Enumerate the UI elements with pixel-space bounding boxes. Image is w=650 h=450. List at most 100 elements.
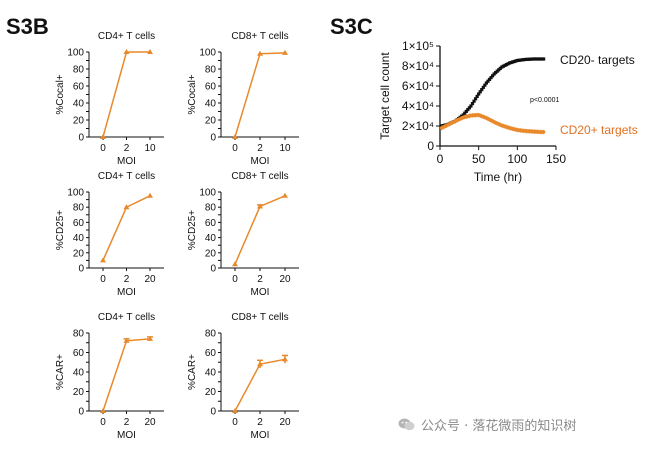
legend-entry: CD20- targets xyxy=(560,53,635,67)
y-tick-label: 20 xyxy=(205,387,217,398)
x-tick-label: 2 xyxy=(124,143,130,154)
watermark: 公众号 · 落花微雨的知识树 xyxy=(398,414,576,434)
y-axis-title: %Cocal+ xyxy=(187,74,198,114)
x-tick-label: 2 xyxy=(124,274,130,285)
x-tick-label: 2 xyxy=(124,417,130,428)
data-point xyxy=(257,361,263,367)
chart-b5: CD4+ T cells 0 20 40 60 80 0 2 20 MOI %CAR+ xyxy=(55,312,164,441)
x-axis-title: MOI xyxy=(117,287,136,298)
data-point xyxy=(477,92,481,96)
y-tick-label: 0 xyxy=(427,139,434,153)
y-tick-label: 20 xyxy=(73,116,85,127)
data-point xyxy=(466,108,470,112)
x-tick-label: 20 xyxy=(144,274,156,285)
data-point xyxy=(469,104,473,108)
y-tick-label: 60 xyxy=(205,82,217,93)
chart-b2: CD8+ T cells 0 20 40 60 80 100 0 2 10 MOI %Cocal+ xyxy=(187,31,299,167)
x-axis-title: MOI xyxy=(117,430,136,441)
data-point xyxy=(472,99,476,103)
data-point xyxy=(257,203,263,209)
y-tick-label: 0 xyxy=(78,133,84,144)
chart-title: CD8+ T cells xyxy=(231,31,288,42)
data-point xyxy=(473,97,478,101)
data-point xyxy=(232,408,238,413)
data-point xyxy=(100,134,106,139)
data-point xyxy=(467,106,471,110)
data-point xyxy=(481,85,485,89)
data-point xyxy=(257,50,263,56)
x-tick-label: 10 xyxy=(144,143,156,154)
series-line xyxy=(234,52,286,138)
y-tick-label: 0 xyxy=(78,407,84,418)
y-tick-label: 0 xyxy=(210,264,216,275)
chart-title: CD4+ T cells xyxy=(98,312,155,323)
y-tick-label: 20 xyxy=(205,116,217,127)
y-tick-label: 40 xyxy=(205,368,217,379)
series-line xyxy=(102,338,151,412)
y-axis-title: %CAR+ xyxy=(55,354,66,390)
x-tick-label: 2 xyxy=(257,274,263,285)
wechat-icon xyxy=(398,418,415,430)
chart-b1: CD4+ T cells 0 20 40 60 80 100 0 2 10 MOI %Cocal+ xyxy=(55,31,164,167)
x-axis-title: MOI xyxy=(251,430,270,441)
data-point xyxy=(232,261,238,267)
x-tick-label: 0 xyxy=(100,274,106,285)
data-point xyxy=(475,94,479,98)
y-tick-label: 60 xyxy=(73,348,85,359)
y-tick-label: 4×10⁴ xyxy=(402,99,434,113)
y-tick-label: 0 xyxy=(210,133,216,144)
data-point xyxy=(483,83,487,87)
data-point xyxy=(463,111,467,115)
data-point xyxy=(282,192,288,198)
x-axis-title: MOI xyxy=(251,287,270,298)
data-point xyxy=(123,337,130,343)
y-tick-label: 100 xyxy=(199,188,216,199)
data-point xyxy=(478,90,482,94)
data-point xyxy=(489,76,493,80)
legend-entry: CD20+ targets xyxy=(560,123,638,137)
x-tick-label: 50 xyxy=(472,152,486,166)
y-axis-title: Target cell count xyxy=(378,52,392,140)
y-tick-label: 1×10⁵ xyxy=(402,39,434,53)
y-tick-label: 60 xyxy=(205,218,217,229)
panel-label-s3c: S3C xyxy=(330,14,373,39)
x-tick-label: 100 xyxy=(507,152,527,166)
x-tick-label: 150 xyxy=(546,152,566,166)
y-tick-label: 8×10⁴ xyxy=(402,59,434,73)
x-tick-label: 0 xyxy=(232,143,238,154)
x-axis-title: MOI xyxy=(251,156,270,167)
chart-title: CD4+ T cells xyxy=(98,171,155,182)
y-tick-label: 20 xyxy=(73,248,85,259)
y-tick-label: 80 xyxy=(205,203,217,214)
chart-b3: CD4+ T cells 0 20 40 60 80 100 0 2 20 MOI %CD25+ xyxy=(55,171,164,298)
data-point xyxy=(480,88,484,92)
y-tick-label: 6×10⁴ xyxy=(402,79,434,93)
y-tick-label: 80 xyxy=(73,203,85,214)
y-tick-label: 80 xyxy=(73,65,85,76)
y-tick-label: 60 xyxy=(73,218,85,229)
data-point xyxy=(100,257,106,263)
data-point xyxy=(484,81,488,85)
chart-title: CD4+ T cells xyxy=(98,31,155,42)
y-tick-label: 20 xyxy=(205,248,217,259)
x-axis-title: MOI xyxy=(117,156,136,167)
data-point xyxy=(282,356,288,362)
chart-b4: CD8+ T cells 0 20 40 60 80 100 0 2 20 MOI %CD25+ xyxy=(187,171,299,298)
y-tick-label: 40 xyxy=(73,99,85,110)
data-point xyxy=(282,49,288,55)
data-point xyxy=(490,74,495,78)
data-point xyxy=(542,57,546,61)
panel-label-s3b: S3B xyxy=(6,14,49,39)
y-tick-label: 60 xyxy=(73,82,85,93)
y-tick-label: 40 xyxy=(205,233,217,244)
x-tick-label: 0 xyxy=(437,152,444,166)
data-point xyxy=(486,79,490,83)
x-tick-label: 20 xyxy=(144,417,156,428)
data-point xyxy=(541,130,546,134)
x-tick-label: 0 xyxy=(100,143,106,154)
y-axis-title: %Cocal+ xyxy=(55,74,66,114)
series-line xyxy=(102,51,150,138)
data-point xyxy=(461,113,465,117)
y-axis-title: %CAR+ xyxy=(187,354,198,390)
y-tick-label: 80 xyxy=(205,329,217,340)
